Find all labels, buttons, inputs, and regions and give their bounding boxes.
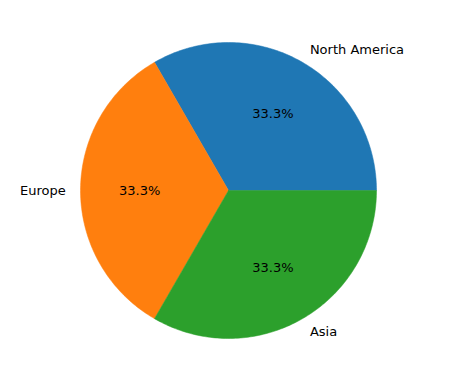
- svg-text:33.3%: 33.3%: [252, 106, 293, 121]
- svg-text:33.3%: 33.3%: [252, 260, 293, 275]
- svg-text:Europe: Europe: [20, 183, 66, 198]
- svg-text:Asia: Asia: [310, 324, 337, 339]
- svg-text:North America: North America: [310, 42, 404, 57]
- svg-text:33.3%: 33.3%: [119, 183, 160, 198]
